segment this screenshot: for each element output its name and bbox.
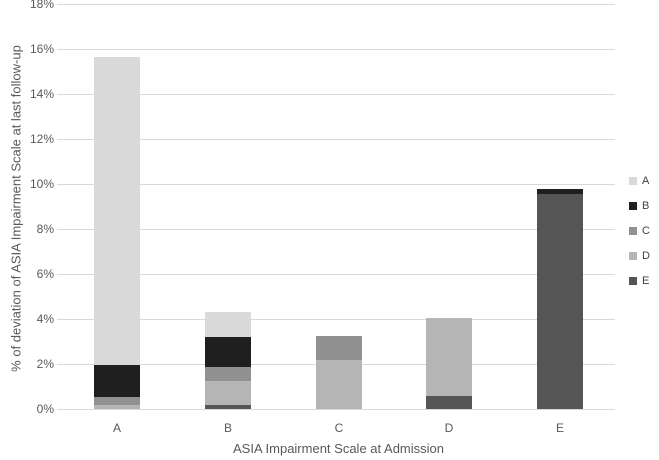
bar-segment-E-series-B bbox=[537, 188, 583, 195]
legend-item-B: B bbox=[629, 193, 650, 218]
y-tick-label: 10% bbox=[29, 177, 54, 191]
legend-swatch-C bbox=[629, 226, 637, 235]
legend-swatch-A bbox=[629, 176, 637, 185]
legend-label: C bbox=[642, 224, 650, 237]
x-tick-label: D bbox=[444, 421, 454, 435]
gridline bbox=[57, 229, 615, 230]
legend-swatch-E bbox=[629, 276, 637, 285]
y-tick-label: 8% bbox=[36, 222, 54, 236]
legend-item-E: E bbox=[629, 268, 650, 293]
y-tick-label: 2% bbox=[36, 357, 54, 371]
bar-segment-B-series-A bbox=[205, 312, 251, 337]
gridline bbox=[57, 4, 615, 5]
legend-label: A bbox=[642, 174, 650, 187]
gridline bbox=[57, 49, 615, 50]
bar-segment-A-series-D bbox=[94, 404, 140, 409]
y-tick-label: 16% bbox=[29, 42, 54, 56]
bar-segment-D-series-E bbox=[426, 395, 472, 409]
y-tick-label: 12% bbox=[29, 132, 54, 146]
gridline bbox=[57, 94, 615, 95]
legend-item-C: C bbox=[629, 218, 650, 243]
bar-segment-B-series-C bbox=[205, 367, 251, 381]
legend-label: B bbox=[642, 199, 650, 212]
gridline bbox=[57, 319, 615, 320]
y-axis-title: % of deviation of ASIA Impairment Scale … bbox=[8, 45, 24, 372]
legend-label: E bbox=[642, 274, 650, 287]
legend-swatch-D bbox=[629, 251, 637, 260]
x-tick-label: E bbox=[555, 421, 564, 435]
gridline bbox=[57, 139, 615, 140]
bar-segment-C-series-C bbox=[316, 335, 362, 360]
bar-segment-A-series-A bbox=[94, 56, 140, 366]
bar-segment-A-series-C bbox=[94, 396, 140, 405]
y-tick-label: 18% bbox=[29, 0, 54, 11]
legend-item-A: A bbox=[629, 168, 650, 193]
legend-swatch-B bbox=[629, 201, 637, 210]
bar-segment-B-series-B bbox=[205, 337, 251, 368]
bar-segment-B-series-E bbox=[205, 404, 251, 409]
bar-segment-A-series-B bbox=[94, 365, 140, 397]
x-tick-label: C bbox=[334, 421, 344, 435]
bar-segment-B-series-D bbox=[205, 380, 251, 405]
gridline bbox=[57, 409, 615, 410]
y-tick-label: 6% bbox=[36, 267, 54, 281]
legend-label: D bbox=[642, 249, 650, 262]
bar-segment-D-series-D bbox=[426, 317, 472, 396]
legend-item-D: D bbox=[629, 243, 650, 268]
bar-segment-C-series-D bbox=[316, 359, 362, 409]
y-tick-label: 4% bbox=[36, 312, 54, 326]
gridline bbox=[57, 274, 615, 275]
x-tick-label: B bbox=[223, 421, 232, 435]
y-tick-label: 14% bbox=[29, 87, 54, 101]
x-axis-title: ASIA Impairment Scale at Admission bbox=[233, 441, 444, 456]
bar-segment-E-series-E bbox=[537, 194, 583, 409]
x-tick-label: A bbox=[112, 421, 121, 435]
y-tick-label: 0% bbox=[36, 402, 54, 416]
gridline bbox=[57, 184, 615, 185]
